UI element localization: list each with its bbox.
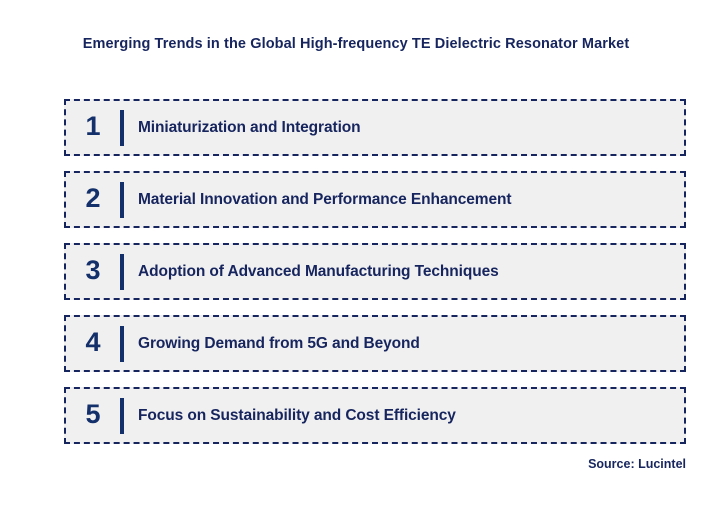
source-attribution: Source: Lucintel <box>588 457 686 471</box>
page-title: Emerging Trends in the Global High-frequ… <box>82 36 630 52</box>
trend-number-2: 2 <box>85 183 101 213</box>
trend-row-4: 4 Growing Demand from 5G and Beyond <box>64 315 686 372</box>
trend-divider-1 <box>120 109 124 146</box>
trend-divider-2 <box>120 181 124 218</box>
trend-label-1: Miniaturization and Integration <box>138 118 361 136</box>
trend-label-5: Focus on Sustainability and Cost Efficie… <box>138 406 456 424</box>
trend-row-2: 2 Material Innovation and Performance En… <box>64 171 686 228</box>
trend-number-4: 4 <box>85 327 101 357</box>
trend-number-5: 5 <box>85 399 101 429</box>
trend-list: 1 Miniaturization and Integration 2 Mate… <box>64 99 686 444</box>
trend-row-3: 3 Adoption of Advanced Manufacturing Tec… <box>64 243 686 300</box>
trend-label-2: Material Innovation and Performance Enha… <box>138 190 512 208</box>
trend-label-4: Growing Demand from 5G and Beyond <box>138 334 420 352</box>
trend-number-1: 1 <box>85 111 101 141</box>
trend-row-1: 1 Miniaturization and Integration <box>64 99 686 156</box>
trend-label-3: Adoption of Advanced Manufacturing Techn… <box>138 262 499 280</box>
trend-divider-4 <box>120 325 124 362</box>
trend-divider-5 <box>120 397 124 434</box>
trend-row-5: 5 Focus on Sustainability and Cost Effic… <box>64 387 686 444</box>
trend-divider-3 <box>120 253 124 290</box>
trend-number-3: 3 <box>85 255 101 285</box>
